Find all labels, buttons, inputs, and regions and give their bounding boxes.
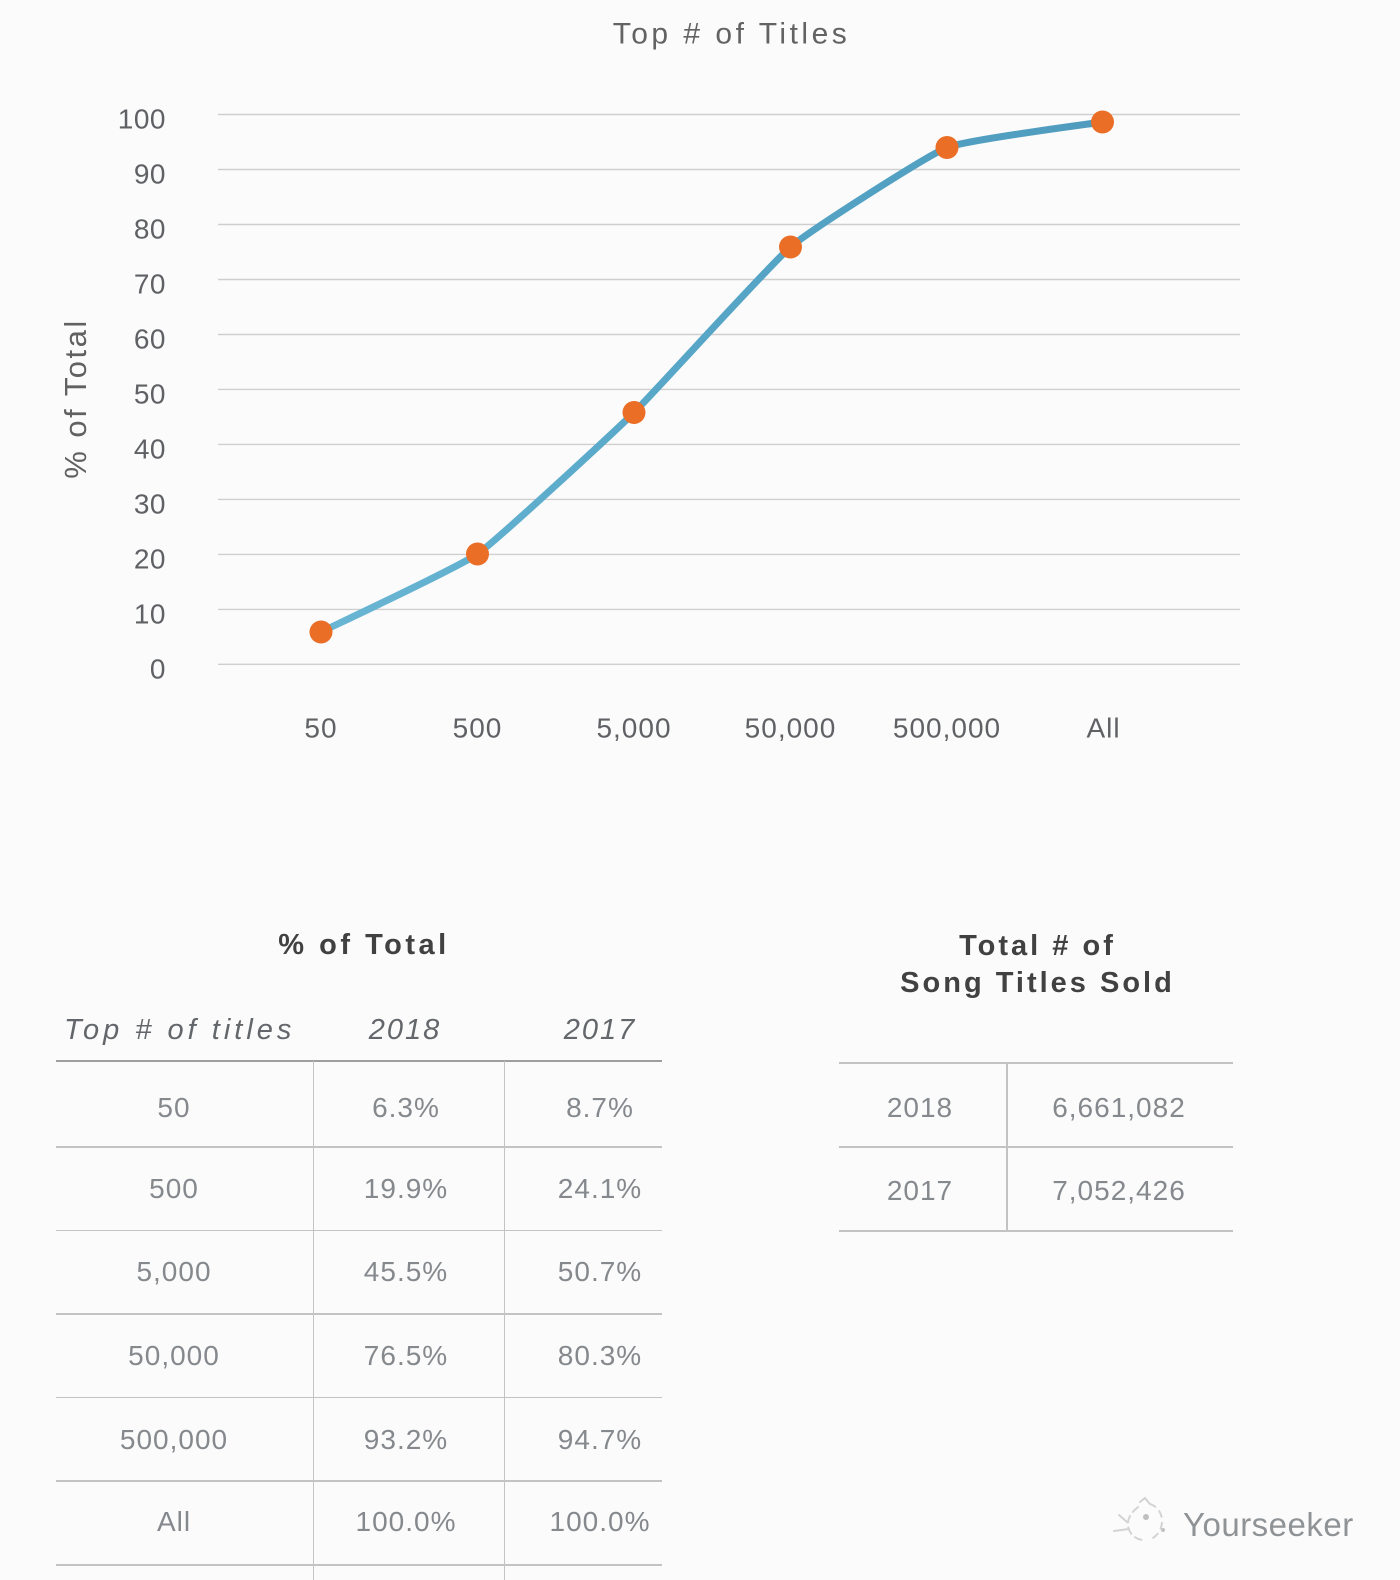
svg-text:5,000: 5,000 [596,713,671,744]
svg-text:50,000: 50,000 [745,713,837,744]
svg-text:500: 500 [453,713,503,744]
svg-text:40: 40 [134,433,166,464]
svg-text:70: 70 [134,269,166,300]
svg-text:All: All [1086,713,1120,744]
svg-text:60: 60 [134,324,166,355]
svg-text:50: 50 [134,378,166,409]
svg-text:80: 80 [134,214,166,245]
svg-text:100: 100 [118,104,166,135]
svg-text:20: 20 [134,543,166,574]
svg-text:% of Total: % of Total [58,318,93,479]
svg-text:50: 50 [304,713,337,744]
svg-text:500,000: 500,000 [893,713,1001,744]
svg-text:10: 10 [134,598,166,629]
svg-text:30: 30 [134,488,166,519]
svg-text:Top # of Titles: Top # of Titles [613,18,851,51]
svg-text:90: 90 [134,159,166,190]
svg-text:0: 0 [150,653,166,684]
